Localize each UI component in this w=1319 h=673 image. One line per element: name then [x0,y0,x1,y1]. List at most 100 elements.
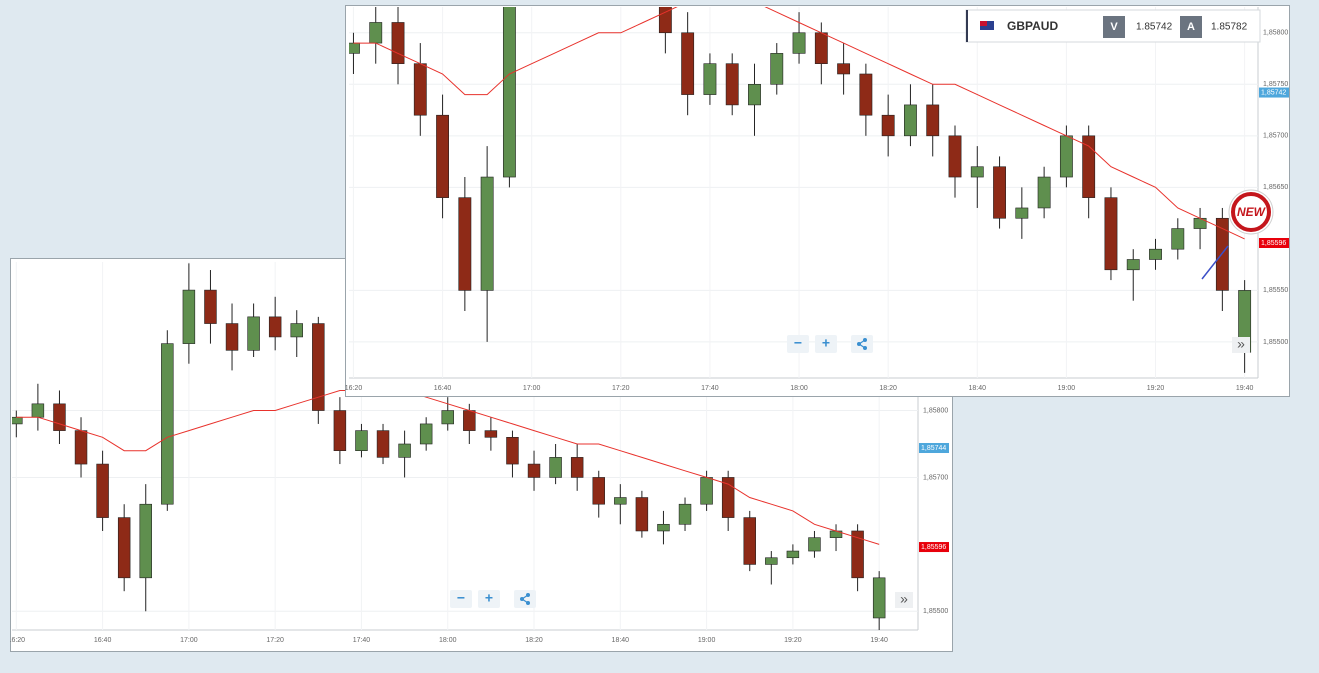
zoom-button-label[interactable]: + [485,590,493,606]
candle-body [161,343,174,505]
share-icon-dot [520,597,524,601]
flag-icon-part [980,21,987,26]
candle-body [12,416,23,425]
x-tick-label: 17:20 [612,385,630,392]
trend-line [1201,245,1229,280]
candle-body [678,503,692,525]
candle-body [484,430,498,438]
candle-body [463,410,476,431]
candle-body [1082,135,1096,198]
zoom-button[interactable] [787,335,809,353]
candle-body [926,104,940,137]
zoom-button[interactable] [450,590,472,608]
candle-body [139,503,152,579]
x-tick-label: 17:00 [523,385,541,392]
plot-area [349,7,1252,373]
candle-body [993,166,1006,219]
zoom-button[interactable] [478,590,500,608]
candle-body [808,537,821,552]
y-tick-label: 1,85700 [923,474,948,481]
y-tick-label: 1,85800 [923,407,948,414]
candle-body [204,289,217,324]
plot-content [349,7,1252,373]
scroll-button-label[interactable]: » [900,591,908,607]
zoom-button-label[interactable]: − [457,590,465,606]
candle-body [527,463,541,478]
candle-body [792,32,806,54]
candle-body [398,443,411,458]
candle-body [355,430,368,451]
symbol: GBPAUD [1007,19,1058,33]
candle-body [614,497,627,505]
candle-body [881,114,895,137]
candle-body [872,577,886,619]
plot-area [12,263,886,630]
candle-body [1037,176,1051,209]
x-tick-label: 18:40 [969,385,987,392]
x-tick-label: 17:40 [701,385,719,392]
candle-body [970,166,984,178]
candle-body [312,323,325,411]
candle-body [1059,135,1073,178]
share-button[interactable] [851,335,873,353]
x-tick-label: 16:40 [434,385,452,392]
y-tick-label: 1,85700 [1263,133,1288,140]
x-tick-label: 16:20 [345,385,363,392]
candle-body [74,430,88,465]
y-tick-label: 1,85650 [1263,184,1288,191]
badge [1231,192,1271,232]
candle-body [814,32,828,64]
x-tick-label: 18:20 [879,385,897,392]
badge-label: NEW [1237,205,1267,219]
candle-body [1149,248,1162,260]
candle-body [391,22,405,64]
candle-body [570,457,584,478]
share-icon-dot [857,342,861,346]
candle-body [1171,228,1185,250]
candle-body [268,316,282,338]
candle-body [549,457,562,478]
candle-body [748,83,761,106]
candle-body [1104,197,1118,271]
price-label-bg [1259,237,1289,248]
candle-body [657,523,670,532]
share-button[interactable] [514,590,536,608]
scroll-button[interactable] [895,592,913,608]
candle-body [506,437,519,465]
candle-body [721,477,735,518]
candle-body [502,7,516,178]
moving-average [353,7,1245,240]
chart-panel: 1,85800 1,85750 1,85700 1,85650 1,85550 1,855… [345,5,1290,397]
x-tick-label: 19:20 [784,637,802,644]
candle-body [247,316,260,351]
x-tick-label: 19:00 [698,637,716,644]
candle-body [837,63,851,75]
price-label: 1,85742 [1261,89,1286,96]
candle-body [458,197,472,291]
candle-body [703,63,717,95]
bid-box [1103,16,1125,38]
candle-body [770,53,784,85]
x-tick-label: 19:40 [870,637,888,644]
zoom-button-label[interactable]: − [794,335,802,351]
scroll-button[interactable] [1232,337,1250,353]
price-label-bg [919,542,949,553]
scroll-button-label[interactable]: » [1237,336,1245,352]
candle-body [31,403,45,418]
x-tick-label: 17:00 [180,637,198,644]
quote-header-edge [966,10,968,42]
candle-body [53,403,66,431]
bid-price: 1.85742 [1136,22,1173,33]
price-label: 1,85744 [921,445,946,452]
zoom-button-label[interactable]: + [822,335,830,351]
ask-box [1180,16,1202,38]
zoom-button[interactable] [815,335,837,353]
candle-body [904,104,917,137]
share-icon-dot [863,338,867,342]
x-tick-label: 18:40 [612,637,630,644]
candle-body [369,22,383,44]
candle-body [765,557,778,565]
x-tick-label: 18:00 [439,637,457,644]
share-icon-dot [526,593,530,597]
y-tick-label: 1,85550 [1263,287,1288,294]
